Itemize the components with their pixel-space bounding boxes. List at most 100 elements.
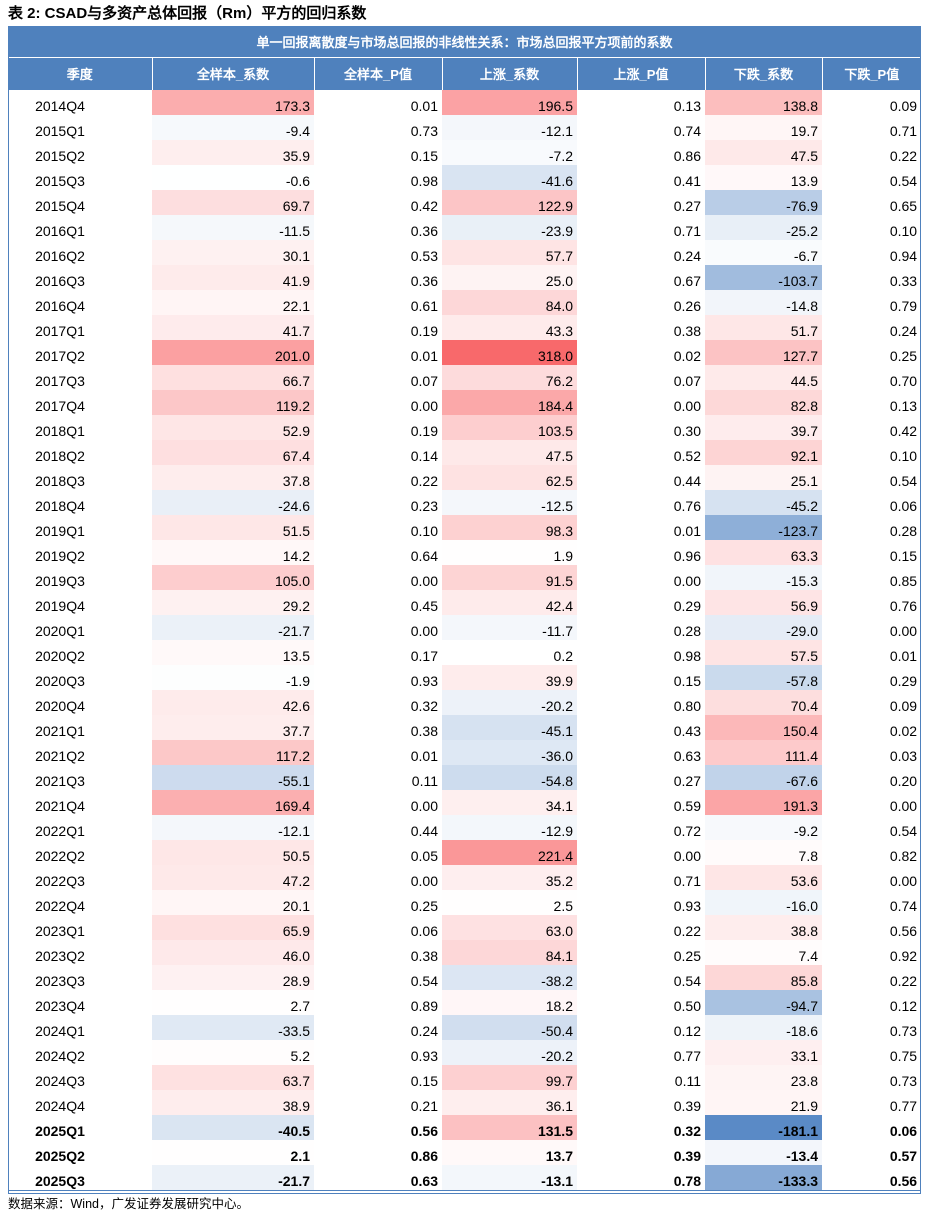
cell-full-coef: 29.2 [152,590,314,615]
cell-down-coef: 25.1 [705,465,822,490]
cell-full-coef: 37.7 [152,715,314,740]
cell-up-coef: 196.5 [442,89,577,115]
cell-quarter: 2020Q4 [35,698,85,714]
cell-down-p: 0.10 [889,223,918,239]
table-row: 2022Q1 -12.1 0.44 -12.9 0.72 -9.2 0.54 [8,815,921,840]
table-row: 2022Q2 50.5 0.05 221.4 0.00 7.8 0.82 [8,840,921,865]
cell-down-p: 0.00 [889,798,918,814]
cell-up-p: 0.38 [673,323,701,339]
cell-full-p: 0.53 [410,248,438,264]
cell-down-coef: 191.3 [705,790,822,815]
table-row: 2025Q1 -40.5 0.56 131.5 0.32 -181.1 0.06 [8,1115,921,1140]
column-header-up-coef: 上涨_系数 [442,57,578,90]
column-header-down-coef: 下跌_系数 [705,57,823,90]
cell-down-coef: 85.8 [705,965,822,990]
group-header: 单一回报离散度与市场总回报的非线性关系：市场总回报平方项前的系数 [8,26,922,58]
cell-up-coef: 13.7 [442,1140,577,1165]
cell-up-coef: 318.0 [442,340,577,365]
cell-up-coef: 63.0 [442,915,577,940]
cell-up-coef: 25.0 [442,265,577,290]
cell-quarter: 2022Q1 [35,823,85,839]
table-row: 2015Q4 69.7 0.42 122.9 0.27 -76.9 0.65 [8,190,921,215]
cell-up-p: 0.52 [673,448,701,464]
cell-full-p: 0.05 [410,848,438,864]
cell-full-coef: -40.5 [152,1115,314,1140]
cell-full-coef: 2.7 [152,990,314,1015]
source-note: 数据来源：Wind，广发证券发展研究中心。 [8,1197,249,1211]
cell-up-coef: -41.6 [442,165,577,190]
cell-full-p: 0.25 [410,898,438,914]
cell-full-p: 0.11 [411,773,438,789]
cell-up-p: 0.13 [577,89,705,115]
cell-up-coef: 2.5 [442,890,577,915]
table-row: 2024Q2 5.2 0.93 -20.2 0.77 33.1 0.75 [8,1040,921,1065]
cell-down-p: 0.74 [889,898,918,914]
cell-full-p: 0.93 [410,673,438,689]
cell-up-p: 0.32 [673,1123,701,1139]
cell-up-p: 0.30 [673,423,701,439]
cell-up-p: 0.27 [673,198,701,214]
cell-down-p: 0.85 [889,573,918,589]
cell-down-coef: 56.9 [705,590,822,615]
cell-quarter: 2023Q1 [35,923,85,939]
cell-down-coef: 7.4 [705,940,822,965]
cell-full-p: 0.23 [410,498,438,514]
cell-full-p: 0.98 [410,173,438,189]
table-row: 2019Q2 14.2 0.64 1.9 0.96 63.3 0.15 [8,540,921,565]
cell-down-coef: 63.3 [705,540,822,565]
cell-down-coef: 57.5 [705,640,822,665]
cell-down-coef: 21.9 [705,1090,822,1115]
cell-quarter: 2025Q3 [8,1165,152,1191]
table-row: 2019Q3 105.0 0.00 91.5 0.00 -15.3 0.85 [8,565,921,590]
cell-up-coef: -20.2 [442,690,577,715]
column-header-quarter: 季度 [8,57,153,90]
table-row: 2017Q1 41.7 0.19 43.3 0.38 51.7 0.24 [8,315,921,340]
cell-down-p: 0.76 [889,598,918,614]
cell-up-coef: -50.4 [442,1015,577,1040]
cell-quarter: 2018Q2 [35,448,85,464]
cell-down-coef: 82.8 [705,390,822,415]
cell-up-p: 0.44 [673,473,701,489]
cell-down-coef: -133.3 [705,1165,822,1191]
cell-full-p: 0.36 [410,223,438,239]
cell-down-p: 0.00 [889,873,918,889]
cell-full-coef: 22.1 [152,290,314,315]
group-header-row: 单一回报离散度与市场总回报的非线性关系：市场总回报平方项前的系数 [8,26,922,58]
cell-down-coef: -181.1 [705,1115,822,1140]
cell-full-coef: -1.9 [152,665,314,690]
cell-quarter: 2016Q1 [35,223,85,239]
cell-up-coef: 98.3 [442,515,577,540]
table-row: 2016Q2 30.1 0.53 57.7 0.24 -6.7 0.94 [8,240,921,265]
cell-full-p: 0.45 [410,598,438,614]
cell-up-coef: 84.1 [442,940,577,965]
cell-full-coef: -24.6 [152,490,314,515]
cell-down-coef: 53.6 [705,865,822,890]
cell-full-coef: 35.9 [152,140,314,165]
cell-up-p: 0.25 [673,948,701,964]
cell-full-p: 0.32 [410,698,438,714]
cell-up-coef: 36.1 [442,1090,577,1115]
cell-full-p: 0.93 [410,1048,438,1064]
cell-full-coef: 69.7 [152,190,314,215]
cell-full-coef: 28.9 [152,965,314,990]
cell-down-p: 0.03 [889,748,918,764]
cell-up-coef: -7.2 [442,140,577,165]
cell-quarter: 2017Q3 [35,373,85,389]
cell-up-p: 0.93 [673,898,701,914]
table-caption: 表 2: CSAD与多资产总体回报（Rm）平方的回归系数 [8,5,367,22]
cell-quarter: 2021Q1 [35,723,85,739]
cell-full-p: 0.38 [410,723,438,739]
cell-quarter: 2024Q3 [35,1073,85,1089]
cell-full-coef: 173.3 [152,89,314,115]
cell-down-coef: -25.2 [705,215,822,240]
cell-up-p: 0.41 [673,173,701,189]
cell-down-coef: -14.8 [705,290,822,315]
cell-up-p: 0.12 [673,1023,701,1039]
cell-full-coef: 201.0 [152,340,314,365]
cell-up-coef: 76.2 [442,365,577,390]
cell-up-coef: 0.2 [442,640,577,665]
cell-down-p: 0.77 [889,1098,918,1114]
cell-up-coef: -13.1 [442,1165,577,1191]
cell-quarter: 2017Q1 [35,323,85,339]
cell-down-p: 0.33 [889,273,918,289]
